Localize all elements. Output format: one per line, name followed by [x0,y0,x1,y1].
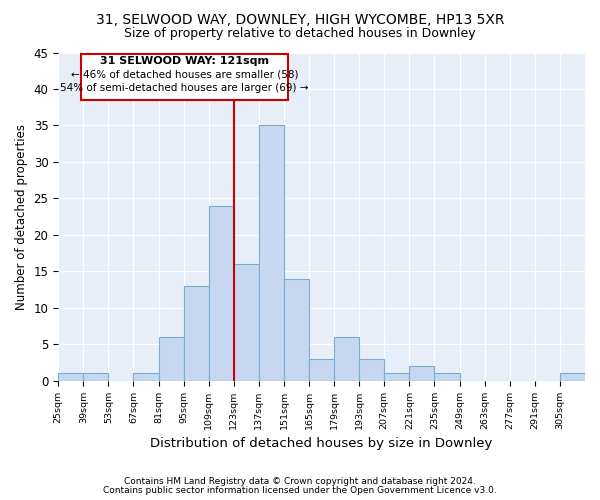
Text: 31, SELWOOD WAY, DOWNLEY, HIGH WYCOMBE, HP13 5XR: 31, SELWOOD WAY, DOWNLEY, HIGH WYCOMBE, … [96,12,504,26]
Bar [234,264,259,380]
Text: ← 46% of detached houses are smaller (58): ← 46% of detached houses are smaller (58… [71,70,298,80]
Bar [83,374,109,380]
Bar [334,337,359,380]
Y-axis label: Number of detached properties: Number of detached properties [15,124,28,310]
Text: Size of property relative to detached houses in Downley: Size of property relative to detached ho… [124,28,476,40]
Bar [58,374,83,380]
Bar [309,358,334,380]
Bar [133,374,158,380]
Bar [434,374,460,380]
Bar [359,358,384,380]
Text: Contains HM Land Registry data © Crown copyright and database right 2024.: Contains HM Land Registry data © Crown c… [124,477,476,486]
Bar [560,374,585,380]
Text: 31 SELWOOD WAY: 121sqm: 31 SELWOOD WAY: 121sqm [100,56,269,66]
Bar [184,286,209,380]
Bar [158,337,184,380]
Text: Contains public sector information licensed under the Open Government Licence v3: Contains public sector information licen… [103,486,497,495]
Text: 54% of semi-detached houses are larger (69) →: 54% of semi-detached houses are larger (… [60,83,309,93]
Bar [209,206,234,380]
Bar [409,366,434,380]
Bar [384,374,409,380]
FancyBboxPatch shape [82,54,287,100]
Bar [284,278,309,380]
Bar [259,126,284,380]
X-axis label: Distribution of detached houses by size in Downley: Distribution of detached houses by size … [151,437,493,450]
